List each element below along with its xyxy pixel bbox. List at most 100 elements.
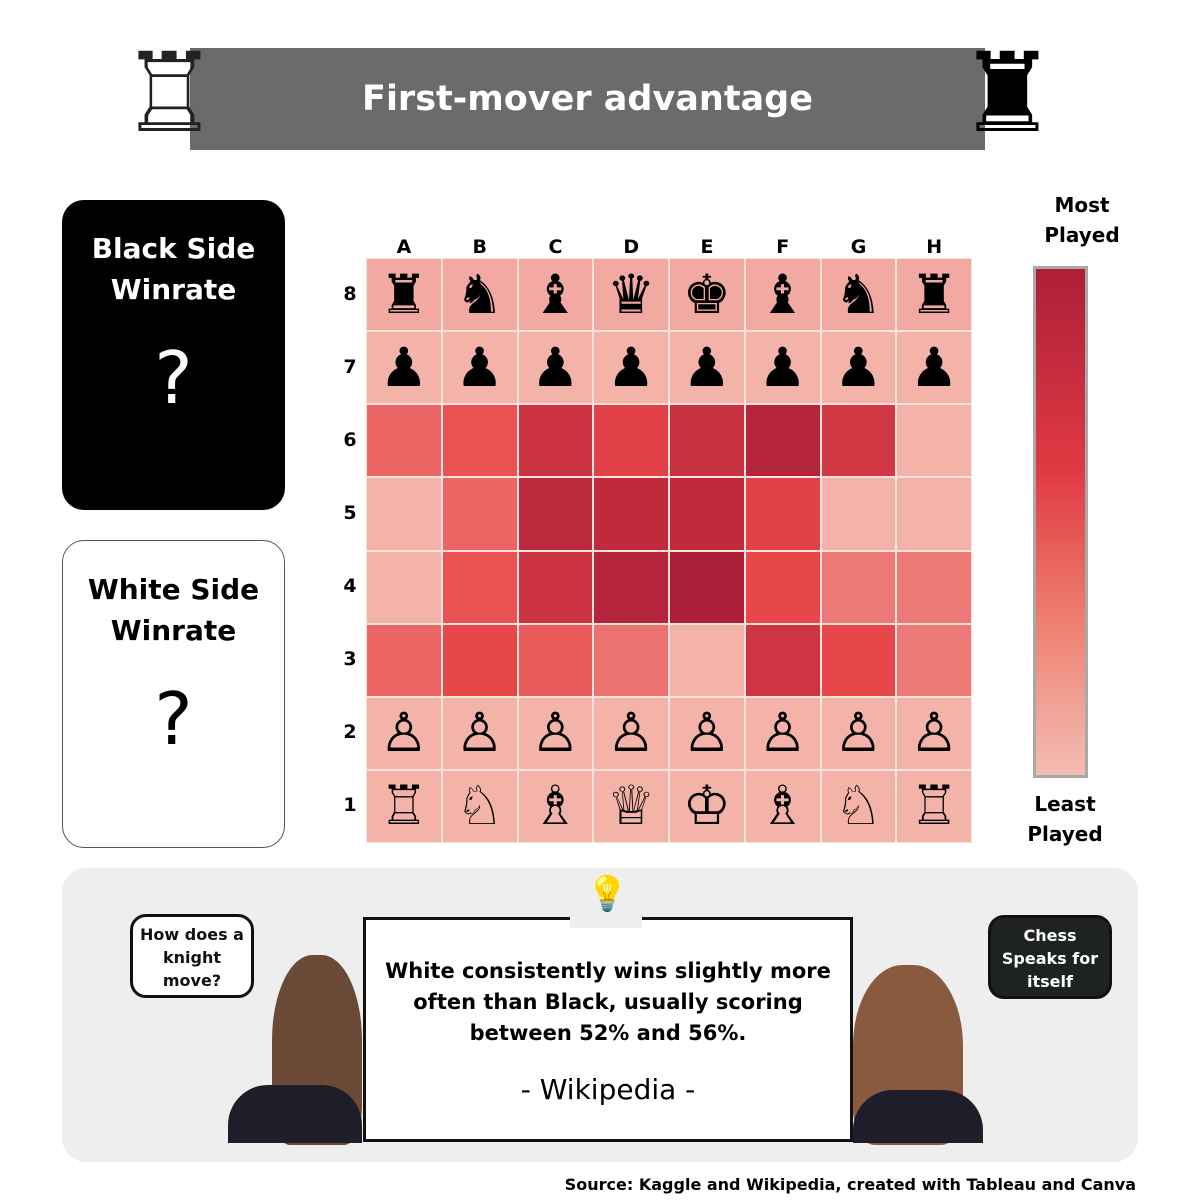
heatmap-cell-C6	[517, 404, 594, 478]
heatmap-cell-F1: ♗	[744, 769, 821, 843]
legend-least-label: Least Played	[1027, 792, 1103, 846]
chess-piece-icon: ♟	[834, 335, 883, 399]
column-label-D: D	[623, 236, 640, 258]
heatmap-cell-E8: ♚	[669, 258, 745, 332]
row-label-8: 8	[343, 282, 357, 305]
speech-bubble-left: How does a knight move?	[130, 914, 254, 998]
row-label-6: 6	[343, 428, 357, 451]
heatmap-cell-A7: ♟	[366, 331, 442, 405]
heatmap-cell-B6	[441, 404, 518, 478]
heatmap-board: ♜ ♞ ♝ ♛ ♚ ♝ ♞ ♜ ♟ ♟ ♟ ♟ ♟ ♟ ♟ ♟ ♙ ♙ ♙ ♙ ♙ ♙ ♙ ♙ ♖ ♘ ♗ ♕ ♔ ♗ ♘ ♖	[366, 258, 972, 843]
heatmap-cell-B4	[441, 550, 518, 624]
heatmap-cell-F5	[744, 477, 821, 551]
heatmap-cell-C1: ♗	[517, 769, 594, 843]
chess-piece-icon: ♟	[909, 335, 959, 399]
heatmap-cell-E6	[669, 404, 745, 478]
chess-piece-icon: ♜	[379, 262, 429, 326]
heatmap-cell-H1: ♖	[896, 769, 972, 843]
column-label-G: G	[850, 236, 867, 258]
white-winrate-card: White Side Winrate ?	[62, 540, 285, 848]
white-winrate-value: ?	[154, 677, 193, 761]
speech-bubble-right: Chess Speaks for itself	[988, 915, 1112, 999]
legend-color-bar	[1033, 266, 1088, 778]
heatmap-cell-A8: ♜	[366, 258, 442, 332]
white-winrate-title: White Side Winrate	[87, 573, 260, 647]
chess-piece-icon: ♙	[682, 701, 732, 765]
heatmap-cell-A4	[366, 550, 442, 624]
chess-piece-icon: ♟	[758, 335, 807, 399]
left-player-shirt	[228, 1085, 362, 1143]
source-note: Source: Kaggle and Wikipedia, created wi…	[564, 1175, 1136, 1194]
black-winrate-title: Black Side Winrate	[91, 232, 256, 306]
chess-piece-icon: ♟	[531, 335, 580, 399]
heatmap-cell-E4	[669, 550, 745, 624]
page-title: First-mover advantage	[362, 79, 813, 119]
black-winrate-card: Black Side Winrate ?	[62, 200, 285, 510]
chess-piece-icon: ♝	[531, 262, 580, 326]
legend-most-label: Most Played	[1044, 193, 1120, 247]
heatmap-cell-G2: ♙	[820, 696, 897, 770]
column-label-A: A	[396, 236, 412, 258]
heatmap-cell-H4	[896, 550, 972, 624]
chess-piece-icon: ♙	[455, 701, 504, 765]
heatmap-cell-G8: ♞	[820, 258, 897, 332]
bulb-gap	[570, 908, 642, 928]
heatmap-cell-E2: ♙	[669, 696, 745, 770]
heatmap-cell-D1: ♕	[593, 769, 669, 843]
heatmap-cell-H6	[896, 404, 972, 478]
column-label-F: F	[776, 236, 790, 258]
column-label-E: E	[700, 236, 714, 258]
heatmap-cell-G3	[820, 623, 897, 697]
column-label-B: B	[472, 236, 487, 258]
lightbulb-icon: 💡	[586, 874, 629, 914]
chess-piece-icon: ♙	[758, 701, 807, 765]
chess-piece-icon: ♘	[455, 774, 504, 838]
row-label-4: 4	[343, 575, 357, 598]
heatmap-cell-F4	[744, 550, 821, 624]
chess-piece-icon: ♔	[682, 774, 732, 838]
chess-piece-icon: ♗	[531, 774, 580, 838]
heatmap-cell-C4	[517, 550, 594, 624]
heatmap-cell-F7: ♟	[744, 331, 821, 405]
heatmap-cell-C8: ♝	[517, 258, 594, 332]
chess-piece-icon: ♟	[682, 335, 732, 399]
heatmap-cell-A5	[366, 477, 442, 551]
chess-piece-icon: ♖	[909, 774, 959, 838]
quote-text: White consistently wins slightly more of…	[385, 959, 831, 1045]
heatmap-cell-A3	[366, 623, 442, 697]
heatmap-cell-E5	[669, 477, 745, 551]
row-label-1: 1	[343, 794, 357, 817]
title-banner	[190, 48, 985, 150]
heatmap-cell-F3	[744, 623, 821, 697]
heatmap-cell-B1: ♘	[441, 769, 518, 843]
chess-piece-icon: ♙	[909, 701, 959, 765]
heatmap-cell-A2: ♙	[366, 696, 442, 770]
heatmap-cell-H8: ♜	[896, 258, 972, 332]
chess-piece-icon: ♟	[455, 335, 504, 399]
heatmap-cell-G6	[820, 404, 897, 478]
chess-piece-icon: ♜	[909, 262, 959, 326]
row-label-3: 3	[343, 648, 357, 671]
chess-piece-icon: ♖	[379, 774, 429, 838]
chess-piece-icon: ♟	[606, 335, 656, 399]
chess-piece-icon: ♙	[379, 701, 429, 765]
quote-attribution: - Wikipedia -	[520, 1073, 696, 1106]
white-rooks-icon: ♖	[120, 29, 219, 157]
heatmap-cell-A1: ♖	[366, 769, 442, 843]
heatmap-cell-D5	[593, 477, 669, 551]
heatmap-cell-C3	[517, 623, 594, 697]
chess-piece-icon: ♙	[606, 701, 656, 765]
heatmap-cell-B7: ♟	[441, 331, 518, 405]
heatmap-cell-D7: ♟	[593, 331, 669, 405]
right-player-shirt	[853, 1090, 983, 1143]
heatmap-cell-E7: ♟	[669, 331, 745, 405]
chess-piece-icon: ♟	[379, 335, 429, 399]
heatmap-cell-C5	[517, 477, 594, 551]
row-label-5: 5	[343, 501, 357, 524]
heatmap-cell-B8: ♞	[441, 258, 518, 332]
heatmap-cell-A6	[366, 404, 442, 478]
heatmap-cell-H3	[896, 623, 972, 697]
heatmap-cell-G7: ♟	[820, 331, 897, 405]
heatmap-cell-E3	[669, 623, 745, 697]
